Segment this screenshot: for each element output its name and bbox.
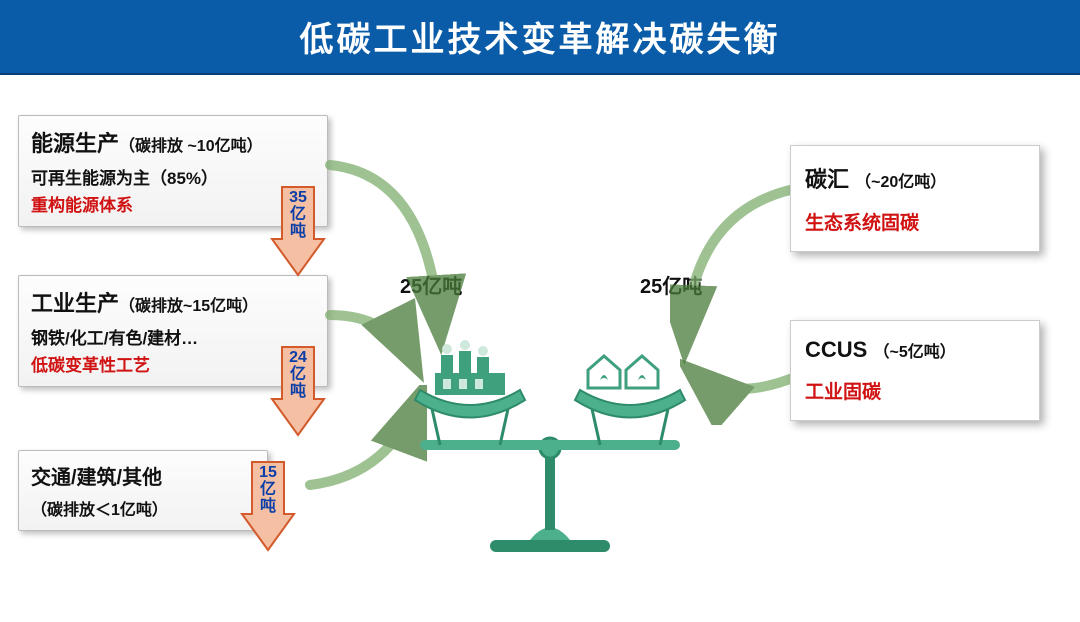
reduction-arrow-3-label: 15亿吨: [240, 464, 296, 515]
box-ccus-title: CCUS: [805, 337, 867, 362]
box-transport: 交通/建筑/其他 （碳排放＜1亿吨）: [18, 450, 268, 531]
balance-scale-icon: [380, 340, 720, 560]
box-energy-title: 能源生产: [31, 131, 119, 156]
box-industry-sub: （碳排放~15亿吨）: [119, 298, 258, 315]
box-carbon-sink-title: 碳汇: [805, 167, 849, 192]
box-ccus-sub: （~5亿吨）: [873, 344, 955, 361]
box-ccus: CCUS （~5亿吨） 工业固碳: [790, 320, 1040, 421]
flow-arrow-left-1: [310, 135, 470, 365]
reduction-arrow-2: 24亿吨: [270, 345, 326, 437]
balance-left-label: 25亿吨: [400, 270, 462, 299]
reduction-arrow-1: 35亿吨: [270, 185, 326, 277]
box-carbon-sink-line2: 生态系统固碳: [805, 208, 1025, 235]
box-carbon-sink-sub: （~20亿吨）: [855, 174, 946, 191]
reduction-arrow-2-label: 24亿吨: [270, 349, 326, 400]
box-transport-line1: （碳排放＜1亿吨）: [31, 496, 255, 520]
box-transport-title: 交通/建筑/其他: [31, 467, 162, 489]
page-title: 低碳工业技术变革解决碳失衡: [300, 21, 781, 59]
reduction-arrow-3: 15亿吨: [240, 460, 296, 552]
box-industry-title: 工业生产: [31, 291, 119, 316]
box-ccus-line2: 工业固碳: [805, 377, 1025, 404]
title-bar: 低碳工业技术变革解决碳失衡: [0, 0, 1080, 75]
box-energy-sub: （碳排放 ~10亿吨）: [119, 138, 263, 155]
reduction-arrow-1-label: 35亿吨: [270, 189, 326, 240]
box-carbon-sink: 碳汇 （~20亿吨） 生态系统固碳: [790, 145, 1040, 252]
diagram-canvas: 能源生产（碳排放 ~10亿吨） 可再生能源为主（85%） 重构能源体系 工业生产…: [0, 75, 1080, 622]
balance-right-label: 25亿吨: [640, 270, 702, 299]
